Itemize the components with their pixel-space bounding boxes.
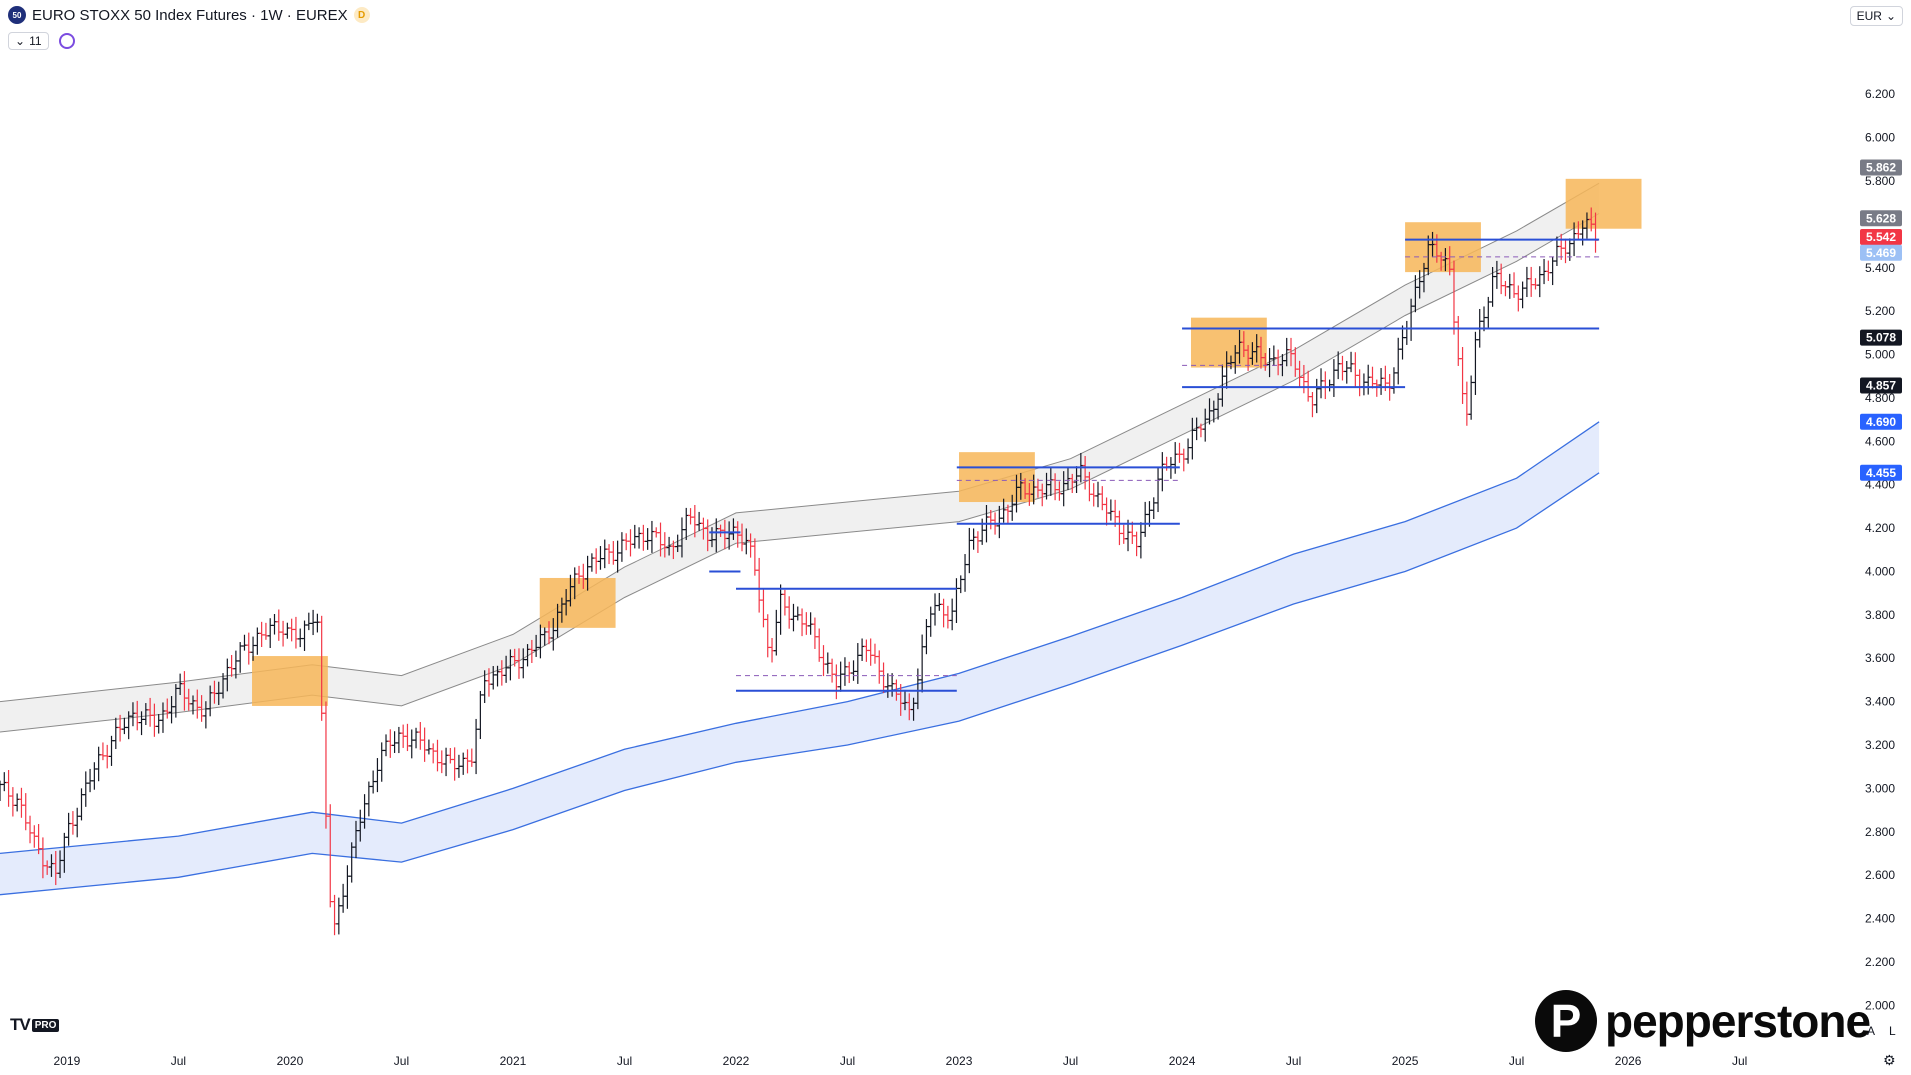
tradingview-logo[interactable]: TV PRO [10,1015,60,1035]
price-label-box [1860,464,1902,481]
chart-header: 50 EURO STOXX 50 Index Futures · 1W · EU… [8,6,370,24]
y-tick-label: 6.000 [1865,131,1895,145]
symbol-badge: 50 [8,6,26,24]
y-tick-label: 2.800 [1865,825,1895,839]
highlight-zone [1565,178,1642,229]
price-label-box [1860,329,1902,346]
price-label: 5.628 [1866,211,1896,225]
y-tick-label: 3.600 [1865,651,1895,665]
log-scale-button[interactable]: L [1889,1024,1896,1038]
y-tick-label: 2.400 [1865,912,1895,926]
auto-scale-button[interactable]: A [1867,1024,1876,1038]
y-tick-label: 3.400 [1865,695,1895,709]
pepperstone-mark: P [1535,990,1597,1052]
price-label-box [1860,244,1902,261]
y-tick-label: 3.800 [1865,608,1895,622]
indicator-sync-icon[interactable] [58,33,75,49]
y-tick-label: 4.600 [1865,434,1895,448]
highlight-zone [252,656,328,706]
x-tick-label: 2025 [1392,1054,1419,1068]
tv-mark: TV [10,1015,31,1034]
y-tick-label: 4.200 [1865,521,1895,535]
x-tick-label: Jul [1286,1054,1301,1068]
indicators-toggle[interactable]: ⌄ 11 [8,32,49,50]
y-tick-label: 5.200 [1865,304,1895,318]
price-label-box [1860,159,1902,176]
data-badge[interactable]: D [353,7,370,23]
tv-pro-badge: PRO [31,1018,60,1032]
y-tick-label: 3.200 [1865,738,1895,752]
currency-selector[interactable]: EUR ⌄ [1849,6,1903,26]
y-tick-label: 3.000 [1865,781,1895,795]
x-tick-label: 2026 [1615,1054,1642,1068]
x-tick-label: Jul [394,1054,409,1068]
y-tick-label: 5.000 [1865,348,1895,362]
x-tick-label: 2024 [1169,1054,1196,1068]
indicator-row: ⌄ 11 [8,32,75,50]
x-tick-label: 2019 [54,1054,81,1068]
price-label-box [1860,413,1902,430]
chevron-down-icon: ⌄ [1885,9,1896,23]
highlight-zone [959,452,1035,503]
highlight-zone [539,577,616,628]
upper-band-bottom-line [0,213,1600,733]
envelope-top-line [0,421,1600,855]
y-tick-label: 5.400 [1865,261,1895,275]
x-tick-label: 2021 [500,1054,527,1068]
price-label: 5.469 [1866,246,1896,260]
envelope-fill [0,421,1600,895]
x-tick-label: Jul [171,1054,186,1068]
x-tick-label: 2022 [723,1054,750,1068]
scale-buttons: A L [1867,1024,1896,1038]
highlight-zone [1190,317,1267,368]
y-tick-label: 5.800 [1865,174,1895,188]
x-tick-label: 2020 [277,1054,304,1068]
chevron-down-icon: ⌄ [15,34,26,48]
price-label: 4.455 [1866,466,1896,480]
currency-label: EUR [1856,9,1882,23]
chart-title[interactable]: EURO STOXX 50 Index Futures · 1W · EUREX [32,6,348,24]
y-tick-label: 4.400 [1865,478,1895,492]
highlight-zone [1405,222,1481,273]
y-tick-label: 2.200 [1865,955,1895,969]
y-tick-label: 2.600 [1865,868,1895,882]
y-tick-label: 2.000 [1865,998,1895,1012]
x-tick-label: Jul [1732,1054,1747,1068]
price-label-box [1860,210,1902,227]
indicators-count: 11 [29,34,42,48]
price-label: 5.078 [1866,331,1896,345]
price-label-box [1860,228,1902,245]
x-tick-label: Jul [1509,1054,1524,1068]
y-tick-label: 4.800 [1865,391,1895,405]
envelope-bottom-line [0,472,1600,896]
price-label-box [1860,377,1902,394]
price-label: 5.862 [1866,161,1896,175]
x-tick-label: Jul [617,1054,632,1068]
pepperstone-logo: P pepperstone [1535,990,1871,1052]
price-label: 5.542 [1866,230,1896,244]
upper-band-top-line [0,182,1600,703]
y-tick-label: 4.000 [1865,564,1895,578]
x-tick-label: 2023 [946,1054,973,1068]
x-tick-label: Jul [840,1054,855,1068]
price-label: 4.857 [1866,379,1896,393]
y-tick-label: 6.200 [1865,87,1895,101]
settings-gear-icon[interactable]: ⚙ [1883,1052,1896,1068]
x-tick-label: Jul [1063,1054,1078,1068]
pepperstone-wordmark: pepperstone [1605,995,1871,1047]
price-label: 4.690 [1866,415,1896,429]
